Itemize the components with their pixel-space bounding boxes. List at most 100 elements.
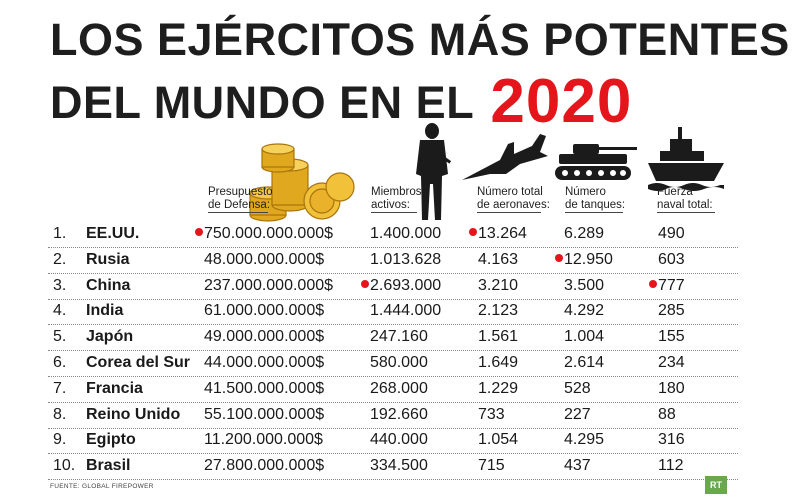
cell-tanks: 437 <box>564 457 591 475</box>
source-note: FUENTE: GLOBAL FIREPOWER <box>50 483 154 490</box>
header-members-line-2: activos: <box>371 199 410 211</box>
cell-aircraft: 13.264 <box>478 225 527 242</box>
cell-aircraft: 1.229 <box>478 379 519 397</box>
cell-tanks: 227 <box>564 405 591 423</box>
header-tanks-line-2: de tanques: <box>565 199 626 211</box>
cell-members: 1.013.628 <box>370 250 442 268</box>
cell-naval: 603 <box>658 250 685 268</box>
title-year: 2020 <box>490 67 633 136</box>
table-row: 8. Reino Unido 55.100.000.000$ 192.660 733 22… <box>48 403 738 429</box>
cell-members: 1.444.000 <box>370 302 442 320</box>
cell-aircraft: 2.123 <box>478 302 519 320</box>
title-line-2-text: DEL MUNDO EN EL <box>50 77 474 128</box>
top-rank-marker <box>555 253 563 262</box>
cell-members: 1.400.000 <box>370 225 442 242</box>
table-row: 9. Egipto 11.200.000.000$ 440.000 1.054 4.295… <box>48 428 738 455</box>
tank-icon <box>555 144 637 180</box>
header-members-line-1: Miembros <box>371 186 422 198</box>
header-budget-line-2: de Defensa: <box>208 199 271 211</box>
cell-country: Brasil <box>86 457 131 475</box>
cell-naval: 112 <box>658 457 684 475</box>
cell-country: Reino Unido <box>86 405 181 423</box>
cell-aircraft: 1.649 <box>478 354 519 371</box>
cell-budget: 237.000.000.000$ <box>204 276 334 294</box>
header-budget-line-1: Presupuesto <box>208 186 273 198</box>
cell-rank: 4. <box>53 302 67 320</box>
header-budget: Presupuesto de Defensa: <box>208 186 273 212</box>
table-row: 6. Corea del Sur 44.000.000.000$ 580.000 1.6… <box>48 351 738 377</box>
header-tanks-line-1: Número <box>565 186 606 198</box>
cell-country: India <box>86 302 124 320</box>
cell-budget: 44.000.000.000$ <box>204 354 325 371</box>
table-row: 5. Japón 49.000.000.000$ 247.160 1.561 1.004 1… <box>48 325 738 352</box>
header-aircraft-line-1: Número total <box>477 186 543 198</box>
cell-rank: 2. <box>53 250 67 268</box>
cell-aircraft: 715 <box>478 457 505 475</box>
cell-budget: 750.000.000.000$ <box>204 225 334 242</box>
coins-icon <box>249 143 355 222</box>
cell-naval: 777 <box>658 276 685 294</box>
cell-tanks: 3.500 <box>564 276 605 294</box>
header-tanks: Número de tanques: <box>565 186 625 212</box>
top-rank-marker <box>361 279 369 288</box>
cell-aircraft: 733 <box>478 405 505 423</box>
cell-naval: 285 <box>658 302 685 320</box>
table-row: 2. Rusia 48.000.000.000$ 1.013.628 4.163 12.9… <box>48 248 738 274</box>
cell-tanks: 528 <box>564 379 591 397</box>
cell-tanks: 2.614 <box>564 354 605 371</box>
cell-budget: 27.800.000.000$ <box>204 457 325 475</box>
cell-members: 268.000 <box>370 379 428 397</box>
cell-members: 334.500 <box>370 457 428 475</box>
cell-rank: 10. <box>53 457 76 475</box>
cell-country: Francia <box>86 379 143 397</box>
table-row: 7. Francia 41.500.000.000$ 268.000 1.229 528 1… <box>48 377 738 403</box>
top-rank-marker <box>649 279 657 288</box>
cell-budget: 61.000.000.000$ <box>204 302 325 320</box>
cell-rank: 1. <box>53 225 67 242</box>
cell-rank: 9. <box>53 431 67 449</box>
warship-icon <box>648 127 724 191</box>
header-naval-line-1: Fuerza <box>657 186 693 198</box>
cell-naval: 88 <box>658 405 676 423</box>
header-members-underline <box>371 212 417 213</box>
cell-naval: 316 <box>658 431 685 449</box>
cell-naval: 155 <box>658 328 685 346</box>
top-rank-marker <box>469 228 477 236</box>
cell-naval: 490 <box>658 225 685 242</box>
fighter-jet-icon <box>462 134 548 180</box>
title-line-1: LOS EJÉRCITOS MÁS POTENTES <box>50 14 790 65</box>
cell-budget: 11.200.000.000$ <box>204 431 323 449</box>
cell-tanks: 6.289 <box>564 225 605 242</box>
header-naval-underline <box>657 212 715 213</box>
cell-country: Rusia <box>86 250 130 268</box>
cell-country: Egipto <box>86 431 136 449</box>
cell-aircraft: 1.561 <box>478 328 519 346</box>
cell-naval: 234 <box>658 354 685 371</box>
title-line-2: DEL MUNDO EN EL 2020 <box>50 62 633 136</box>
cell-budget: 55.100.000.000$ <box>204 405 325 423</box>
table-row: 10. Brasil 27.800.000.000$ 334.500 715 437 112 <box>48 454 738 481</box>
cell-naval: 180 <box>658 379 685 397</box>
cell-country: EE.UU. <box>86 225 140 242</box>
cell-members: 580.000 <box>370 354 428 371</box>
cell-tanks: 4.295 <box>564 431 605 449</box>
cell-rank: 3. <box>53 276 67 294</box>
top-rank-marker <box>195 228 203 236</box>
header-naval-line-2: naval total: <box>657 199 713 211</box>
cell-members: 2.693.000 <box>370 276 442 294</box>
cell-members: 192.660 <box>370 405 428 423</box>
table-row: 4. India 61.000.000.000$ 1.444.000 2.123 4.29… <box>48 299 738 326</box>
cell-country: Corea del Sur <box>86 354 191 371</box>
cell-aircraft: 1.054 <box>478 431 519 449</box>
header-naval: Fuerza naval total: <box>657 186 713 212</box>
table-row: 3. China 237.000.000.000$ 2.693.000 3.210 3.5… <box>48 274 738 300</box>
cell-rank: 8. <box>53 405 67 423</box>
cell-tanks: 12.950 <box>564 250 613 268</box>
header-aircraft-line-2: de aeronaves: <box>477 199 550 211</box>
cell-budget: 41.500.000.000$ <box>204 379 325 397</box>
cell-tanks: 4.292 <box>564 302 605 320</box>
rt-logo: RT <box>705 476 727 494</box>
cell-aircraft: 4.163 <box>478 250 519 268</box>
cell-budget: 48.000.000.000$ <box>204 250 325 268</box>
soldier-icon <box>416 123 452 220</box>
